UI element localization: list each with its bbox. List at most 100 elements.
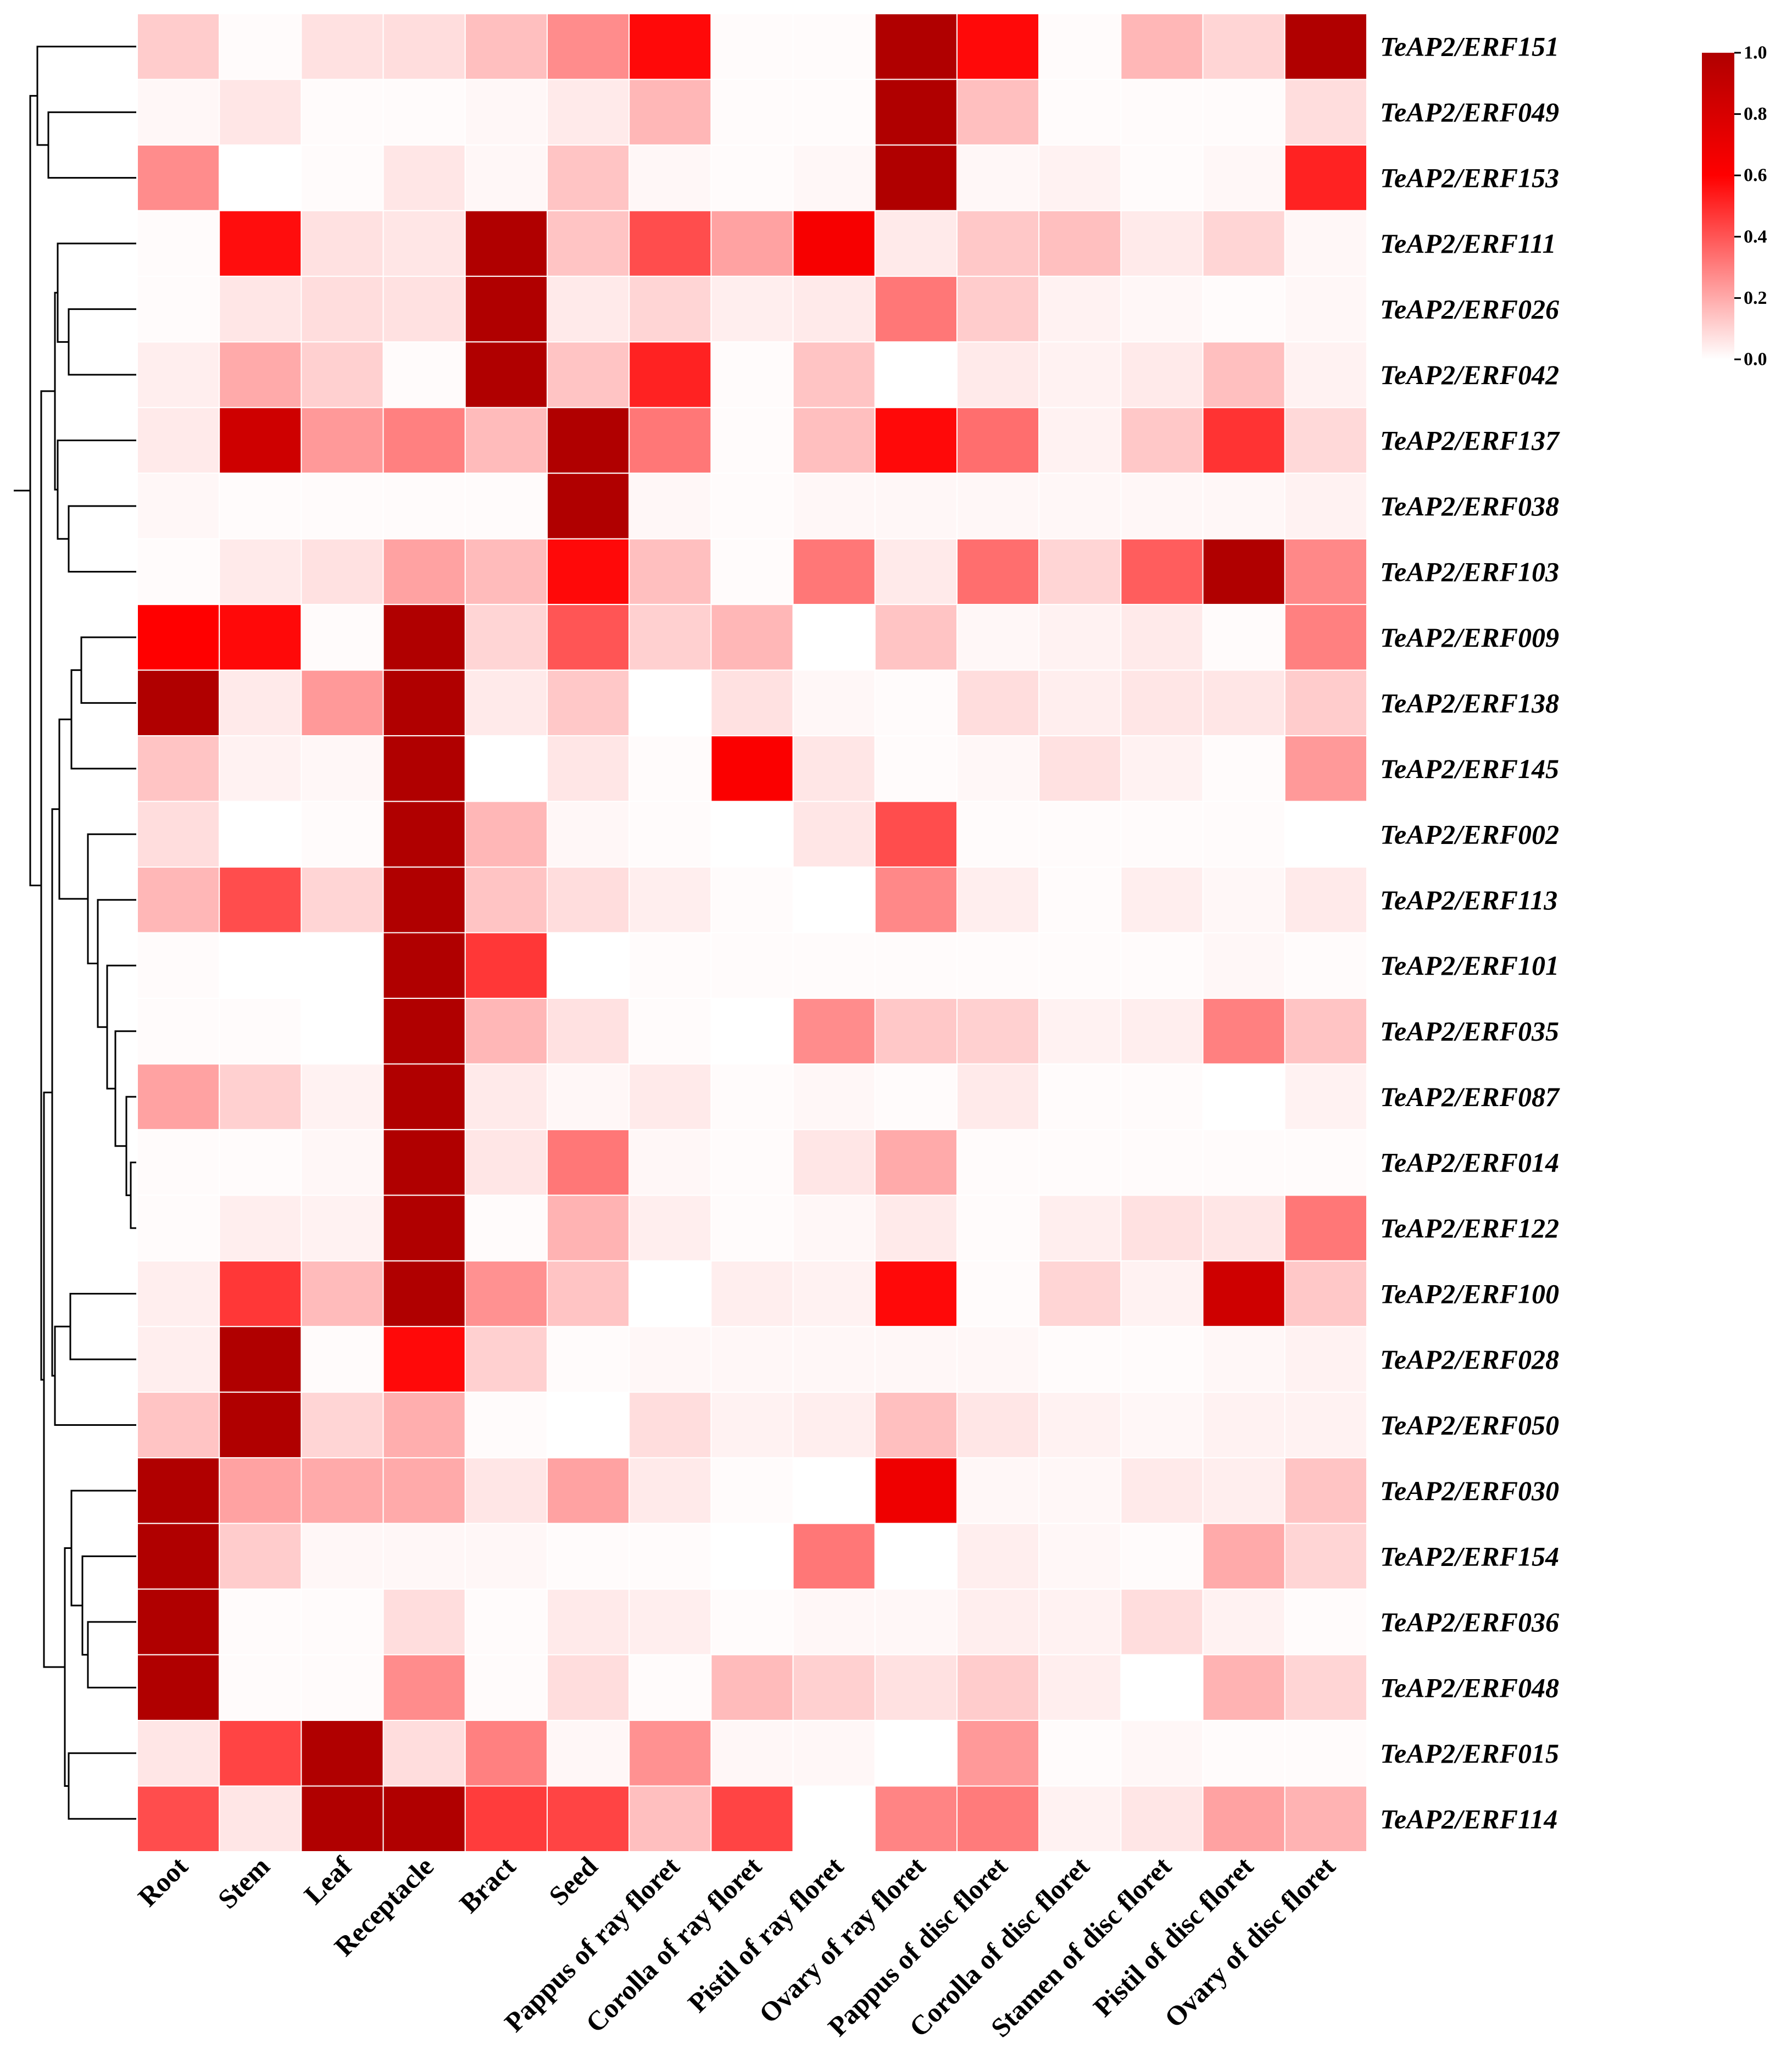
- heatmap-cell-teap2-erf100-receptacle: [382, 1260, 466, 1327]
- heatmap-cell-teap2-erf103-pistil-of-disc-floret: [1202, 538, 1285, 606]
- heatmap-cell-teap2-erf015-pappus-of-disc-floret: [956, 1720, 1040, 1787]
- heatmap-cell-teap2-erf014-corolla-of-ray-floret: [710, 1129, 794, 1196]
- heatmap-cell-teap2-erf087-leaf: [300, 1063, 384, 1130]
- heatmap-cell-teap2-erf137-root: [137, 407, 220, 474]
- heatmap-cell-teap2-erf100-bract: [464, 1260, 548, 1327]
- heatmap-cell-teap2-erf030-corolla-of-ray-floret: [710, 1457, 794, 1524]
- heatmap-cell-teap2-erf113-pappus-of-disc-floret: [956, 866, 1040, 934]
- heatmap-cell-teap2-erf050-pistil-of-disc-floret: [1202, 1391, 1285, 1459]
- colorbar-tick-label: 0.2: [1744, 288, 1767, 308]
- heatmap-cell-teap2-erf087-ovary-of-disc-floret: [1284, 1063, 1368, 1130]
- heatmap-cell-teap2-erf087-pistil-of-disc-floret: [1202, 1063, 1285, 1130]
- heatmap-cell-teap2-erf030-corolla-of-disc-floret: [1038, 1457, 1122, 1524]
- heatmap-cell-teap2-erf138-stem: [219, 669, 302, 737]
- heatmap-cell-teap2-erf015-ovary-of-ray-floret: [874, 1720, 958, 1787]
- heatmap-cell-teap2-erf035-corolla-of-disc-floret: [1038, 997, 1122, 1065]
- heatmap-cell-teap2-erf145-pistil-of-disc-floret: [1202, 735, 1285, 802]
- heatmap-cell-teap2-erf100-pistil-of-ray-floret: [792, 1260, 876, 1327]
- heatmap-cell-teap2-erf137-pistil-of-ray-floret: [792, 407, 876, 474]
- heatmap-cell-teap2-erf002-root: [137, 801, 220, 868]
- heatmap-cell-teap2-erf111-root: [137, 210, 220, 277]
- heatmap-cell-teap2-erf026-seed: [547, 275, 630, 343]
- dendrogram-branch: [87, 833, 136, 964]
- heatmap-cell-teap2-erf049-seed: [547, 79, 630, 146]
- heatmap-cell-teap2-erf028-corolla-of-disc-floret: [1038, 1326, 1122, 1393]
- heatmap-cell-teap2-erf138-bract: [464, 669, 548, 737]
- column-label-bract: Bract: [453, 1851, 521, 1919]
- heatmap-cell-teap2-erf154-pappus-of-disc-floret: [956, 1523, 1040, 1590]
- heatmap-cell-teap2-erf145-corolla-of-disc-floret: [1038, 735, 1122, 802]
- heatmap-cell-teap2-erf151-stamen-of-disc-floret: [1120, 13, 1204, 80]
- heatmap-cell-teap2-erf151-pistil-of-disc-floret: [1202, 13, 1285, 80]
- heatmap-cell-teap2-erf036-pappus-of-ray-floret: [628, 1588, 712, 1656]
- heatmap-cell-teap2-erf100-stem: [219, 1260, 302, 1327]
- heatmap-cell-teap2-erf111-pistil-of-ray-floret: [792, 210, 876, 277]
- heatmap-cell-teap2-erf122-seed: [547, 1195, 630, 1262]
- heatmap-cell-teap2-erf122-corolla-of-ray-floret: [710, 1195, 794, 1262]
- heatmap-cell-teap2-erf100-corolla-of-ray-floret: [710, 1260, 794, 1327]
- heatmap-cell-teap2-erf145-seed: [547, 735, 630, 802]
- heatmap-cell-teap2-erf048-receptacle: [382, 1654, 466, 1721]
- heatmap-cell-teap2-erf113-root: [137, 866, 220, 934]
- heatmap-cell-teap2-erf137-corolla-of-ray-floret: [710, 407, 794, 474]
- heatmap-cell-teap2-erf114-ovary-of-ray-floret: [874, 1785, 958, 1852]
- heatmap-cell-teap2-erf151-leaf: [300, 13, 384, 80]
- row-label-teap2-erf122: TeAP2/ERF122: [1380, 1213, 1559, 1243]
- heatmap-cell-teap2-erf028-pappus-of-ray-floret: [628, 1326, 712, 1393]
- heatmap-cell-teap2-erf114-pappus-of-ray-floret: [628, 1785, 712, 1852]
- heatmap-cell-teap2-erf015-bract: [464, 1720, 548, 1787]
- heatmap-cell-teap2-erf114-corolla-of-ray-floret: [710, 1785, 794, 1852]
- heatmap-cell-teap2-erf137-ovary-of-ray-floret: [874, 407, 958, 474]
- colorbar-gradient: [1702, 53, 1734, 359]
- row-label-teap2-erf009: TeAP2/ERF009: [1380, 622, 1559, 653]
- heatmap-cell-teap2-erf114-bract: [464, 1785, 548, 1852]
- heatmap-cell-teap2-erf114-seed: [547, 1785, 630, 1852]
- heatmap-cell-teap2-erf153-pappus-of-disc-floret: [956, 144, 1040, 212]
- heatmap-cell-teap2-erf145-leaf: [300, 735, 384, 802]
- colorbar-tick-label: 0.4: [1744, 226, 1767, 247]
- heatmap-cell-teap2-erf042-bract: [464, 341, 548, 408]
- heatmap-cell-teap2-erf026-corolla-of-ray-floret: [710, 275, 794, 343]
- heatmap-cell-teap2-erf154-ovary-of-disc-floret: [1284, 1523, 1368, 1590]
- heatmap-cell-teap2-erf151-corolla-of-ray-floret: [710, 13, 794, 80]
- heatmap-cell-teap2-erf030-seed: [547, 1457, 630, 1524]
- heatmap-cell-teap2-erf087-pistil-of-ray-floret: [792, 1063, 876, 1130]
- heatmap-cell-teap2-erf113-stem: [219, 866, 302, 934]
- heatmap-cell-teap2-erf138-pappus-of-ray-floret: [628, 669, 712, 737]
- heatmap-cell-teap2-erf111-ovary-of-disc-floret: [1284, 210, 1368, 277]
- dendrogram-branch: [114, 1030, 136, 1147]
- heatmap-cell-teap2-erf035-receptacle: [382, 997, 466, 1065]
- row-label-teap2-erf138: TeAP2/ERF138: [1380, 687, 1559, 718]
- heatmap-cell-teap2-erf100-stamen-of-disc-floret: [1120, 1260, 1204, 1327]
- heatmap-cell-teap2-erf002-stamen-of-disc-floret: [1120, 801, 1204, 868]
- dendrogram-branch: [54, 1325, 136, 1426]
- heatmap-cell-teap2-erf087-corolla-of-ray-floret: [710, 1063, 794, 1130]
- heatmap-cell-teap2-erf002-corolla-of-disc-floret: [1038, 801, 1122, 868]
- heatmap-cell-teap2-erf153-stem: [219, 144, 302, 212]
- dendrogram-branch: [57, 440, 136, 540]
- heatmap-cell-teap2-erf028-pistil-of-disc-floret: [1202, 1326, 1285, 1393]
- row-label-teap2-erf151: TeAP2/ERF151: [1380, 31, 1559, 62]
- heatmap-cell-teap2-erf026-pappus-of-ray-floret: [628, 275, 712, 343]
- heatmap-cell-teap2-erf101-bract: [464, 932, 548, 999]
- heatmap-cell-teap2-erf015-corolla-of-ray-floret: [710, 1720, 794, 1787]
- heatmap-cell-teap2-erf114-pappus-of-disc-floret: [956, 1785, 1040, 1852]
- heatmap-cell-teap2-erf103-leaf: [300, 538, 384, 606]
- heatmap-cell-teap2-erf087-corolla-of-disc-floret: [1038, 1063, 1122, 1130]
- heatmap-cell-teap2-erf113-ovary-of-disc-floret: [1284, 866, 1368, 934]
- heatmap-cell-teap2-erf026-ovary-of-ray-floret: [874, 275, 958, 343]
- heatmap-cell-teap2-erf030-ovary-of-ray-floret: [874, 1457, 958, 1524]
- heatmap-cell-teap2-erf036-bract: [464, 1588, 548, 1656]
- heatmap-cell-teap2-erf137-corolla-of-disc-floret: [1038, 407, 1122, 474]
- heatmap-cell-teap2-erf101-stamen-of-disc-floret: [1120, 932, 1204, 999]
- heatmap-cell-teap2-erf153-bract: [464, 144, 548, 212]
- heatmap-cell-teap2-erf138-ovary-of-ray-floret: [874, 669, 958, 737]
- heatmap-cell-teap2-erf138-receptacle: [382, 669, 466, 737]
- heatmap-cell-teap2-erf038-ovary-of-ray-floret: [874, 473, 958, 540]
- heatmap-cell-teap2-erf026-receptacle: [382, 275, 466, 343]
- heatmap-cell-teap2-erf042-pistil-of-ray-floret: [792, 341, 876, 408]
- heatmap-cell-teap2-erf050-corolla-of-disc-floret: [1038, 1391, 1122, 1459]
- heatmap-cell-teap2-erf145-receptacle: [382, 735, 466, 802]
- heatmap-cell-teap2-erf015-stem: [219, 1720, 302, 1787]
- heatmap-cell-teap2-erf111-corolla-of-ray-floret: [710, 210, 794, 277]
